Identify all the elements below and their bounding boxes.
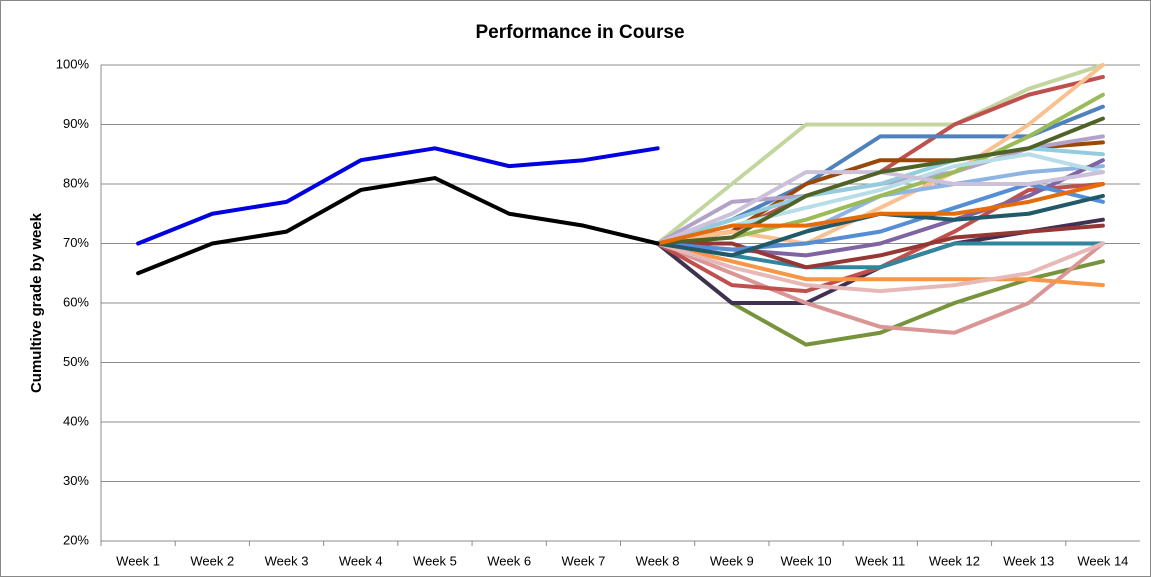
x-tick-label: Week 8 xyxy=(636,553,680,568)
y-tick-label: 30% xyxy=(63,473,89,488)
x-tick-label: Week 2 xyxy=(190,553,234,568)
x-tick-label: Week 4 xyxy=(339,553,383,568)
series-line xyxy=(136,146,660,246)
series-line xyxy=(655,241,1105,288)
x-tick-label: Week 12 xyxy=(929,553,980,568)
y-tick-label: 90% xyxy=(63,116,89,131)
series-line xyxy=(655,116,1105,246)
series-line xyxy=(655,241,1105,294)
y-tick-label: 100% xyxy=(56,56,90,71)
x-tick-label: Week 10 xyxy=(780,553,831,568)
series-line xyxy=(655,241,1105,335)
y-tick-label: 60% xyxy=(63,294,89,309)
x-tick-label: Week 5 xyxy=(413,553,457,568)
y-tick-label: 20% xyxy=(63,532,89,547)
series-line xyxy=(655,182,1105,246)
x-tick-label: Week 14 xyxy=(1077,553,1128,568)
y-tick-label: 50% xyxy=(63,354,89,369)
x-tick-label: Week 3 xyxy=(265,553,309,568)
y-tick-label: 40% xyxy=(63,413,89,428)
y-tick-label: 80% xyxy=(63,175,89,190)
x-tick-label: Week 6 xyxy=(487,553,531,568)
x-tick-label: Week 1 xyxy=(116,553,160,568)
y-axis-label: Cumultive grade by week xyxy=(28,212,45,393)
chart-title: Performance in Course xyxy=(475,22,684,43)
x-tick-label: Week 13 xyxy=(1003,553,1054,568)
series-line xyxy=(655,63,1105,246)
x-tick-label: Week 9 xyxy=(710,553,754,568)
x-tick-label: Week 7 xyxy=(561,553,605,568)
y-tick-label: 70% xyxy=(63,235,89,250)
series-line xyxy=(136,176,660,276)
x-tick-label: Week 11 xyxy=(855,553,905,568)
series-line xyxy=(655,223,1105,270)
series-line xyxy=(655,63,1105,246)
